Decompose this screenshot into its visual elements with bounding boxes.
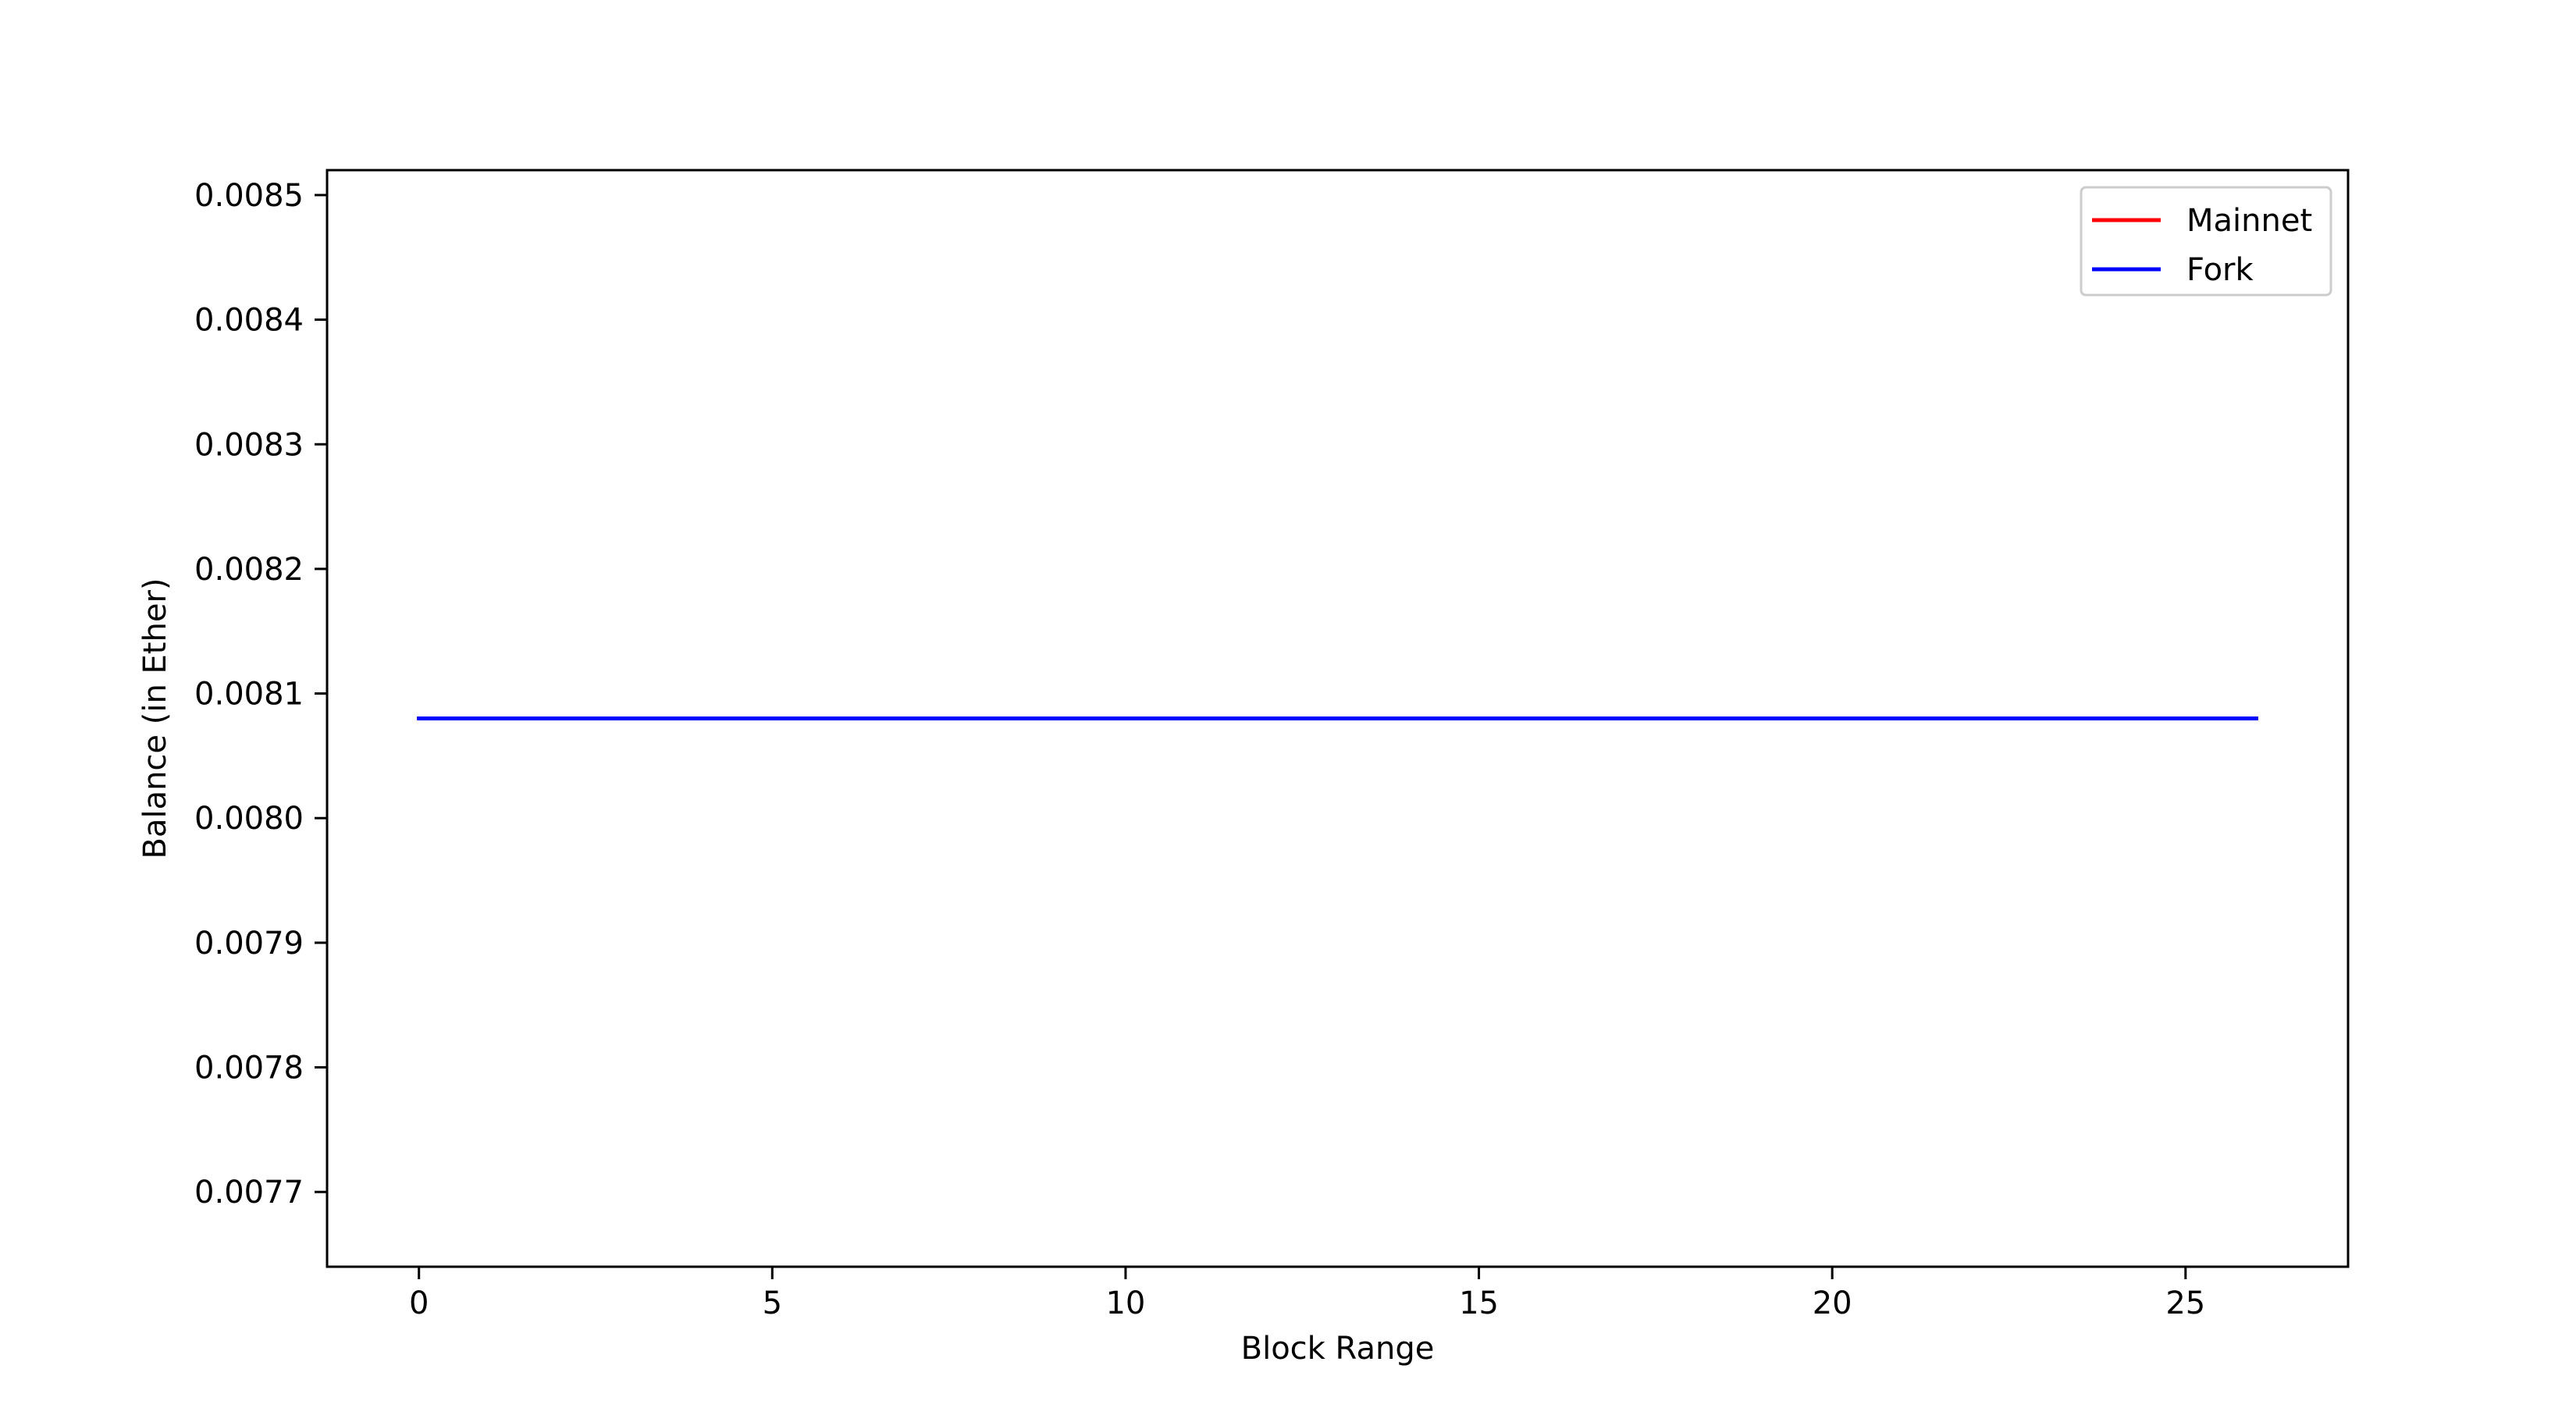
y-axis-ticks: 0.0077 0.0078 0.0079 0.0080 0.0081 0.0082 0.00… <box>194 178 327 1211</box>
x-tick-label: 0 <box>409 1285 429 1321</box>
y-tick-label: 0.0080 <box>194 801 304 837</box>
y-tick-label: 0.0081 <box>194 677 304 713</box>
y-tick-label: 0.0084 <box>194 303 304 339</box>
legend-label-mainnet: Mainnet <box>2186 203 2312 239</box>
y-axis-label: Balance (in Ether) <box>137 578 173 859</box>
y-tick-label: 0.0079 <box>194 926 304 962</box>
axes-frame <box>326 169 2350 1268</box>
x-axis-ticks: 0 5 10 15 20 25 <box>409 1267 2205 1321</box>
x-tick-label: 20 <box>1813 1285 1852 1321</box>
y-tick-label: 0.0077 <box>194 1175 304 1211</box>
y-tick-label: 0.0082 <box>194 552 304 588</box>
x-tick-label: 10 <box>1105 1285 1145 1321</box>
x-tick-label: 25 <box>2165 1285 2205 1321</box>
x-tick-label: 15 <box>1459 1285 1499 1321</box>
y-tick-label: 0.0085 <box>194 178 304 214</box>
y-tick-label: 0.0083 <box>194 427 304 463</box>
legend: Mainnet Fork <box>2080 186 2332 297</box>
x-axis-label: Block Range <box>1241 1331 1435 1367</box>
legend-label-fork: Fork <box>2186 252 2254 288</box>
x-tick-label: 5 <box>763 1285 782 1321</box>
y-tick-label: 0.0078 <box>194 1051 304 1086</box>
